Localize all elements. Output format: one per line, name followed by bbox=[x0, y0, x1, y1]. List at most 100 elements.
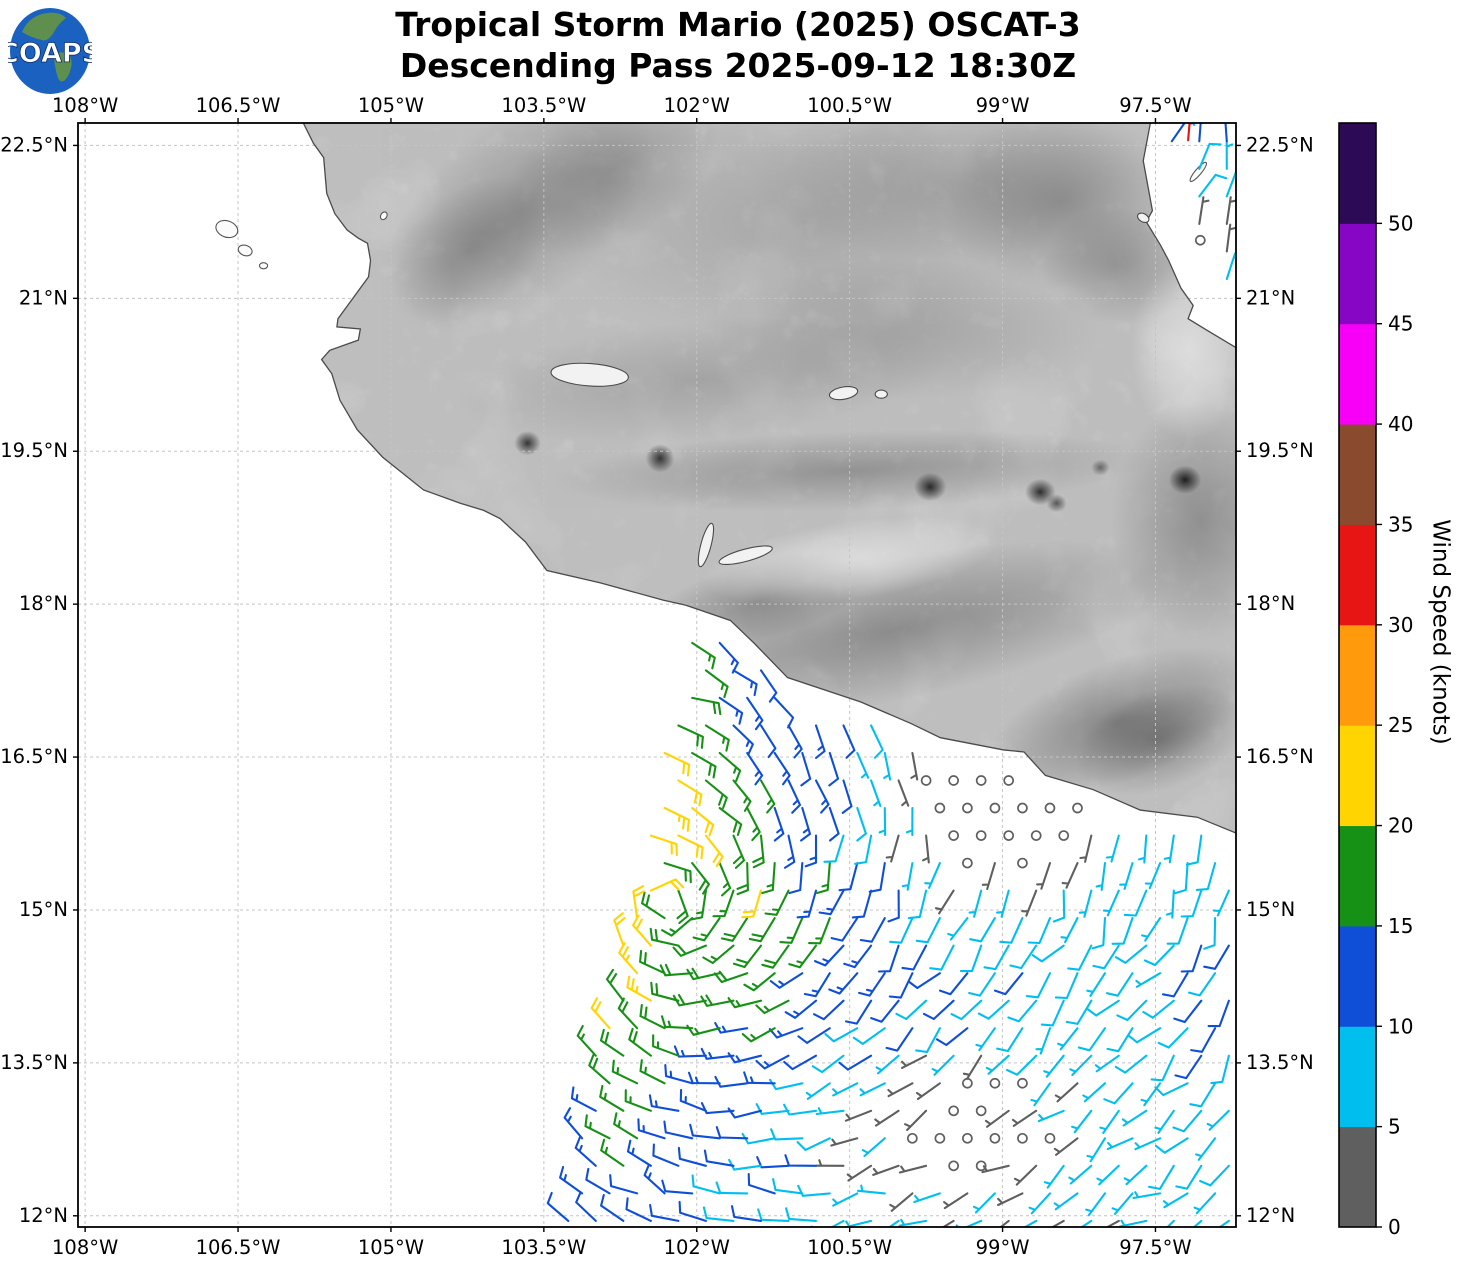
wind-barb bbox=[746, 806, 761, 842]
lake bbox=[718, 545, 773, 566]
wind-barb bbox=[797, 1184, 831, 1197]
colorbar-tick-label: 25 bbox=[1388, 713, 1413, 737]
wind-barb bbox=[605, 968, 625, 1002]
wind-barb bbox=[977, 999, 1010, 1020]
wind-barb bbox=[649, 834, 678, 857]
title-line-2: Descending Pass 2025-09-12 18:30Z bbox=[399, 46, 1077, 85]
wind-barb bbox=[663, 751, 691, 777]
calm-circle bbox=[1194, 234, 1206, 246]
wind-barb bbox=[1165, 889, 1175, 919]
wind-barb bbox=[727, 1052, 763, 1064]
wind-barb bbox=[676, 889, 689, 925]
wind-barb bbox=[732, 779, 752, 812]
calm-circle bbox=[975, 775, 987, 786]
wind-barb bbox=[1225, 252, 1236, 281]
colorbar-tick-label: 5 bbox=[1388, 1115, 1401, 1139]
lake bbox=[874, 389, 888, 399]
wind-barb bbox=[797, 1027, 831, 1044]
wind-barb bbox=[727, 997, 763, 1009]
calm-circle bbox=[975, 830, 987, 841]
wind-barb bbox=[1114, 1054, 1148, 1074]
terrain-shade bbox=[1074, 683, 1236, 796]
wind-barb bbox=[648, 1094, 680, 1112]
wind-barb bbox=[1040, 999, 1065, 1027]
axis-labels: 108°W 108°W 106.5°W 106.5°W 105°W 105°W 103.5°… bbox=[0, 94, 1314, 1259]
lat-tick-label-left: 16.5°N bbox=[0, 745, 68, 768]
wind-barb bbox=[1111, 917, 1134, 945]
wind-barb bbox=[885, 1027, 914, 1052]
wind-barb bbox=[1141, 917, 1162, 942]
terrain-shade bbox=[702, 515, 1000, 605]
calm-circle bbox=[962, 1132, 973, 1144]
lat-tick-label-right: 13.5°N bbox=[1246, 1051, 1314, 1074]
calm-circle bbox=[1017, 1077, 1028, 1089]
wind-barb bbox=[985, 1054, 1010, 1075]
wind-barb bbox=[1025, 972, 1052, 999]
colorbar-tick-label: 30 bbox=[1388, 613, 1413, 637]
wind-barb bbox=[1102, 889, 1120, 917]
wind-barb bbox=[600, 1193, 625, 1222]
calm-circle bbox=[989, 1132, 1001, 1144]
wind-barb bbox=[1206, 1109, 1230, 1131]
wind-barb bbox=[1099, 1109, 1120, 1134]
wind-barb bbox=[1154, 1137, 1189, 1154]
wind-barb bbox=[590, 997, 611, 1030]
wind-barb bbox=[650, 981, 680, 1002]
wind-barb bbox=[1035, 1027, 1052, 1055]
wind-barb bbox=[962, 1054, 983, 1080]
wind-barb bbox=[874, 1109, 900, 1127]
colorbar-segment bbox=[1339, 1026, 1376, 1128]
terrain-shade bbox=[1129, 260, 1236, 441]
wind-barb bbox=[611, 1059, 639, 1085]
wind-barb bbox=[1163, 834, 1175, 864]
colorbar-segment bbox=[1339, 123, 1376, 224]
wind-barb bbox=[915, 1027, 941, 1054]
wind-barb bbox=[714, 1075, 749, 1088]
wind-barb bbox=[732, 944, 763, 969]
wind-barb bbox=[875, 1054, 900, 1075]
wind-barb bbox=[741, 889, 763, 919]
wind-barb bbox=[999, 917, 1024, 944]
wind-barb bbox=[1116, 999, 1148, 1022]
wind-barb bbox=[759, 669, 778, 703]
wind-barb bbox=[872, 1164, 900, 1176]
lat-tick-label-left: 12°N bbox=[19, 1204, 68, 1227]
wind-barb bbox=[1118, 1219, 1148, 1227]
wind-barb bbox=[1172, 1109, 1203, 1133]
wind-barb bbox=[1190, 1027, 1217, 1053]
wind-barb bbox=[1170, 123, 1199, 143]
wind-barb bbox=[1162, 1192, 1189, 1209]
colorbar-tick-label: 35 bbox=[1388, 512, 1413, 536]
wind-barb bbox=[811, 1054, 845, 1074]
wind-barb bbox=[1103, 1082, 1134, 1105]
wind-barb bbox=[1203, 944, 1230, 970]
wind-barb bbox=[861, 1137, 886, 1158]
lon-tick-label-top: 102°W bbox=[664, 94, 730, 117]
wind-barb bbox=[838, 862, 859, 892]
wind-barb bbox=[639, 1059, 666, 1085]
colorbar-segment bbox=[1339, 1126, 1376, 1228]
terrain-shade bbox=[645, 444, 675, 473]
wind-barb bbox=[1198, 123, 1202, 143]
wind-barb bbox=[941, 1219, 955, 1227]
wind-barb bbox=[828, 751, 840, 787]
logo-north-america bbox=[22, 12, 66, 41]
lake bbox=[828, 386, 859, 401]
calm-circle bbox=[934, 802, 946, 814]
wind-barb bbox=[1078, 889, 1093, 918]
wind-barb bbox=[1054, 972, 1079, 1000]
wind-barb bbox=[856, 806, 867, 842]
wind-barb bbox=[661, 1179, 694, 1195]
wind-barb bbox=[870, 779, 882, 807]
wind-barb bbox=[814, 779, 830, 814]
wind-barb bbox=[1043, 1164, 1065, 1189]
wind-barb bbox=[1193, 1192, 1217, 1215]
wind-barb bbox=[1080, 1219, 1093, 1227]
wind-barb bbox=[800, 751, 812, 787]
wind-barb bbox=[1225, 170, 1236, 198]
wind-barb bbox=[732, 724, 754, 756]
coaps-logo: COAPS bbox=[0, 6, 101, 96]
wind-barb bbox=[704, 669, 729, 699]
wind-barb bbox=[637, 1118, 666, 1140]
